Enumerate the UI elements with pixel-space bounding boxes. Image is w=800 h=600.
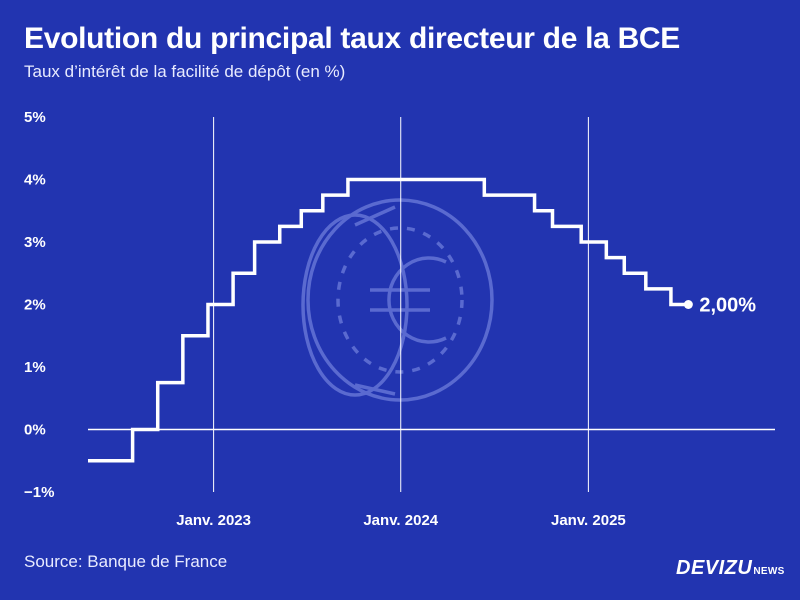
rate-point — [87, 460, 89, 462]
y-tick-label: 4% — [24, 172, 46, 189]
rate-point — [254, 241, 256, 243]
rate-point — [670, 304, 672, 306]
rate-point — [300, 210, 302, 212]
x-tick-label: Janv. 2024 — [363, 512, 438, 529]
x-tick-label: Janv. 2023 — [176, 512, 251, 529]
brand-name: DEVIZU — [676, 557, 753, 579]
y-tick-label: 5% — [24, 109, 46, 126]
rate-point — [182, 335, 184, 337]
rate-point — [645, 288, 647, 290]
brand-logo: DEVIZUNEWS — [676, 557, 785, 580]
x-tick-label: Janv. 2025 — [551, 512, 626, 529]
rate-point — [580, 241, 582, 243]
y-tick-label: 2% — [24, 297, 46, 314]
rate-point — [623, 272, 625, 274]
euro-coin-icon — [301, 198, 494, 402]
chart-subtitle: Taux d’intérêt de la facilité de dépôt (… — [24, 62, 346, 81]
y-tick-label: 0% — [24, 422, 46, 439]
rate-point — [347, 179, 349, 181]
rate-point — [552, 226, 554, 228]
last-value-label: 2,00% — [699, 295, 756, 317]
rate-point — [606, 257, 608, 259]
y-tick-label: 1% — [24, 359, 46, 376]
rate-step-line — [88, 177, 689, 463]
rate-point — [157, 382, 159, 384]
rate-point — [484, 194, 486, 196]
rate-point — [279, 226, 281, 228]
rate-point — [132, 429, 134, 431]
chart-title: Evolution du principal taux directeur de… — [24, 22, 681, 55]
rate-point — [207, 304, 209, 306]
y-tick-label: 3% — [24, 234, 46, 251]
brand-suffix: NEWS — [753, 566, 785, 577]
source-note: Source: Banque de France — [24, 552, 228, 571]
rate-point — [232, 272, 234, 274]
rate-point — [534, 210, 536, 212]
rate-point — [322, 194, 324, 196]
last-value-marker — [683, 300, 693, 309]
y-tick-label: −1% — [24, 484, 54, 501]
